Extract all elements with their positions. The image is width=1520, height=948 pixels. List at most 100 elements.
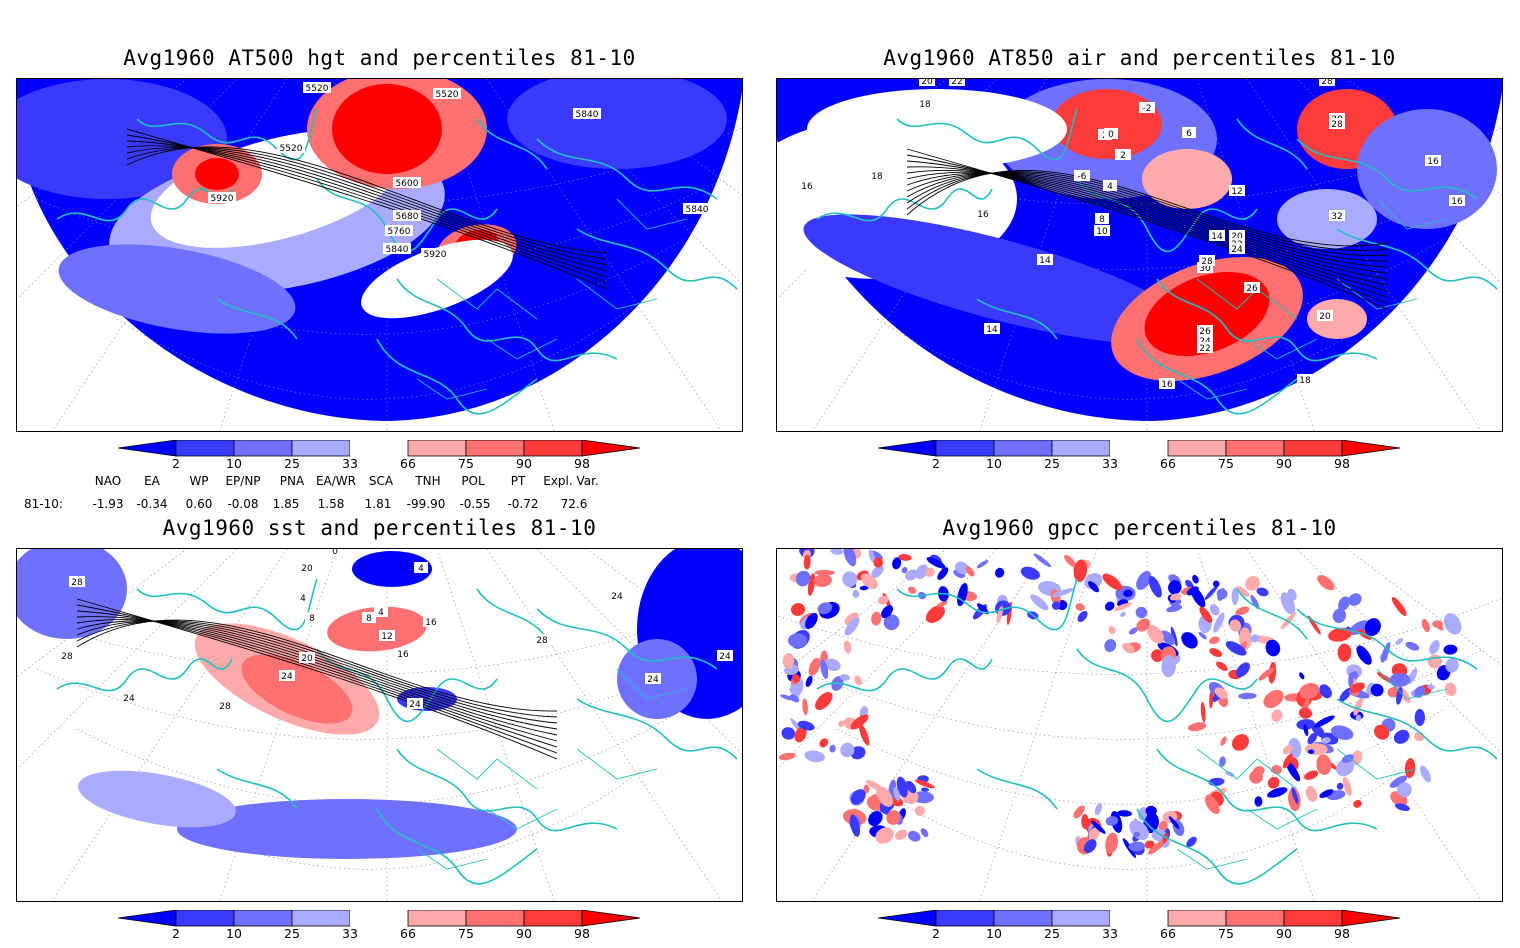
contour-line (906, 166, 1388, 292)
precip-anomaly-cell (995, 567, 1005, 578)
precip-anomaly-cell (1073, 559, 1088, 583)
anomaly-shading (803, 214, 1191, 344)
precip-anomaly-cell (1209, 648, 1223, 657)
contour-line (906, 172, 1388, 274)
contour-label: 22 (1199, 344, 1210, 354)
precip-anomaly-cell (1166, 604, 1183, 613)
contour-label: 5920 (211, 194, 234, 204)
precip-anomaly-cell (1414, 708, 1425, 726)
colorbar-segment (233, 439, 293, 457)
contour-label-box (1329, 210, 1345, 221)
coastline (396, 748, 618, 832)
precip-anomaly-cell (844, 617, 860, 636)
coastline (396, 278, 618, 362)
precip-anomaly-cell (1077, 610, 1088, 623)
precip-anomaly-cell (926, 557, 946, 569)
contour-label-box (296, 592, 310, 603)
precip-anomaly-cell (1389, 673, 1411, 687)
colorbar-segment (175, 909, 235, 927)
precip-anomaly-cell (1319, 789, 1334, 799)
precip-anomaly-cell (1102, 573, 1123, 591)
precip-anomaly-cell (886, 810, 901, 825)
contour-label: 5840 (386, 245, 409, 255)
contour-label-box (1074, 170, 1090, 181)
precip-anomaly-cell (1321, 737, 1331, 744)
contour-line (906, 171, 1388, 280)
contour-label: -2 (1143, 104, 1152, 114)
colorbar-segment (523, 909, 583, 927)
anomaly-shading (195, 158, 239, 190)
anomaly-shading (1142, 149, 1232, 209)
colorbar-tick-label: 90 (516, 456, 532, 471)
precip-anomaly-cell (1250, 595, 1260, 610)
country-border (616, 198, 688, 230)
coastline (576, 228, 738, 290)
coastline (816, 658, 993, 692)
contour-label-box (393, 177, 421, 188)
contour-label: 8 (1099, 215, 1105, 225)
coastline (1136, 338, 1298, 415)
graticule-latitude (36, 648, 725, 740)
contour-label: 5520 (280, 144, 303, 154)
precip-anomaly-cell (1128, 841, 1146, 852)
precip-anomaly-cell (920, 787, 930, 792)
coastline (896, 578, 1078, 631)
colorbar-tick-label: 10 (226, 456, 242, 471)
index-header: EA (144, 474, 160, 488)
coastline (476, 588, 548, 640)
contour-label-box (208, 192, 236, 203)
colorbar-tick-label: 2 (932, 926, 940, 941)
contour-label: 5680 (396, 212, 419, 222)
precip-anomaly-cell (1091, 820, 1106, 834)
precip-anomaly-cell (881, 605, 894, 619)
graticule-meridian (1196, 79, 1315, 431)
country-border (1336, 278, 1418, 310)
precip-anomaly-cell (1204, 585, 1218, 600)
precip-anomaly-cell (925, 605, 945, 623)
precip-anomaly-cell (1108, 626, 1116, 634)
precip-anomaly-cell (1200, 701, 1206, 723)
precip-anomaly-cell (1317, 575, 1335, 591)
contour-label: 22 (951, 79, 962, 87)
precip-anomaly-cell (843, 549, 857, 567)
coastline (1136, 808, 1298, 885)
precip-anomaly-cell (1231, 734, 1249, 751)
precip-anomaly-cell (1356, 645, 1372, 665)
contour-label-box (299, 652, 315, 663)
indices-row-label: 81-10: (24, 497, 63, 511)
precip-anomaly-cell (1299, 682, 1320, 699)
precip-anomaly-cell (1355, 714, 1362, 722)
country-border (616, 668, 688, 700)
precip-anomaly-cell (840, 742, 855, 758)
precip-anomaly-cell (1204, 794, 1220, 815)
precip-anomaly-cell (1199, 606, 1213, 623)
colorbar-tick-label: 33 (342, 926, 358, 941)
precip-anomaly-cell (903, 796, 914, 804)
contour-label: 16 (1161, 380, 1173, 390)
contour-label: 18 (1299, 376, 1311, 386)
index-value: -0.72 (507, 497, 539, 511)
precip-anomaly-cell (1186, 836, 1197, 848)
precip-anomaly-cell (1120, 611, 1126, 617)
coastline (216, 298, 298, 340)
contour-label-box (414, 562, 428, 573)
precip-anomaly-cell (1104, 601, 1115, 611)
contour-label-box (1095, 213, 1109, 224)
precip-anomaly-cell (815, 691, 833, 711)
colorbar-segment (523, 439, 583, 457)
precip-anomaly-cell (1231, 587, 1239, 606)
precip-anomaly-cell (1088, 827, 1100, 841)
anomaly-shading (332, 84, 442, 174)
precip-anomaly-cell (920, 828, 929, 838)
precip-anomaly-cell (1169, 593, 1182, 601)
colorbar-tick-label: 98 (574, 926, 590, 941)
country-border (1376, 198, 1448, 230)
colorbar-segment (233, 909, 293, 927)
country-border (486, 338, 558, 360)
precip-anomaly-cell (877, 595, 889, 605)
precip-anomaly-cell (1421, 619, 1430, 633)
contour-line (76, 619, 558, 712)
precip-anomaly-cell (1291, 787, 1299, 805)
colorbar-segment (350, 440, 408, 456)
index-header: PT (510, 474, 526, 488)
